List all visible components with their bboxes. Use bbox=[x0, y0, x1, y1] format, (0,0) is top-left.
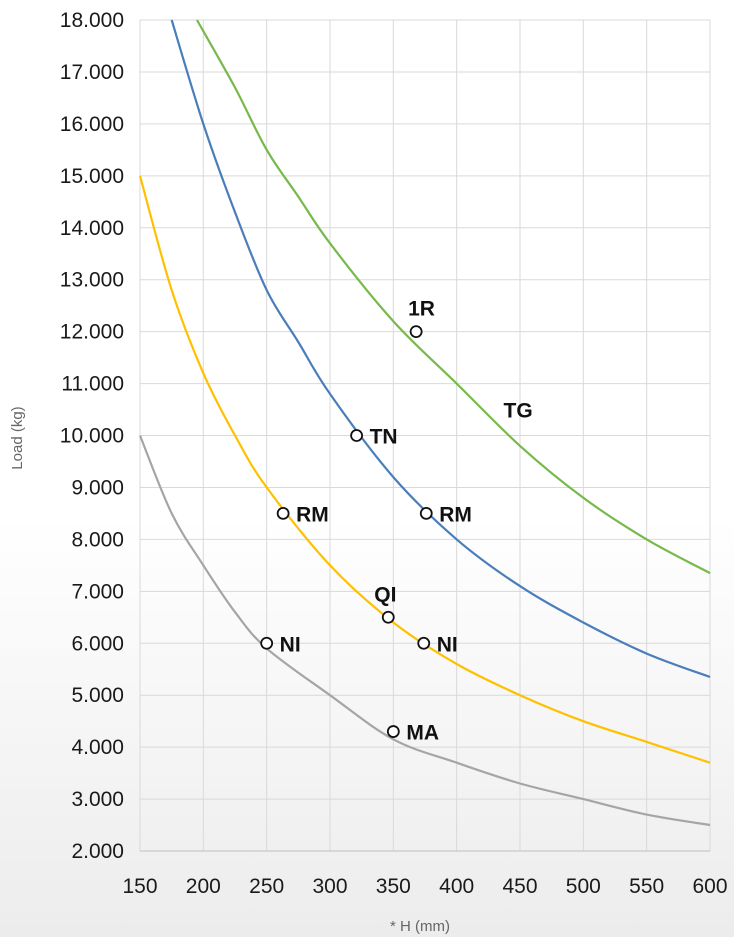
x-tick-label: 200 bbox=[186, 875, 221, 898]
data-point-marker bbox=[381, 610, 395, 624]
y-tick-label: 11.000 bbox=[61, 373, 124, 396]
data-point-marker bbox=[386, 725, 400, 738]
y-tick-label: 17.000 bbox=[60, 61, 124, 84]
data-point-label: 1R bbox=[408, 298, 435, 321]
x-tick-label: 300 bbox=[312, 875, 347, 898]
y-tick-label: 9.000 bbox=[71, 476, 124, 499]
x-axis-ticks: 150 200 250 300 350 400 450 500 550 600 bbox=[122, 875, 727, 898]
series-annotation-label: TG bbox=[504, 400, 533, 423]
x-axis-title: * H (mm) bbox=[390, 918, 450, 935]
data-point-marker bbox=[409, 325, 423, 339]
data-point-marker bbox=[419, 507, 433, 520]
y-tick-label: 18.000 bbox=[60, 9, 124, 32]
series-lines bbox=[138, 19, 711, 827]
data-point-label: RM bbox=[439, 503, 472, 526]
y-tick-label: 16.000 bbox=[60, 113, 124, 136]
y-tick-label: 8.000 bbox=[71, 528, 124, 551]
series-line-2 bbox=[170, 19, 711, 679]
series-line-1 bbox=[138, 175, 711, 764]
y-tick-label: 2.000 bbox=[71, 840, 124, 863]
data-point-marker bbox=[276, 507, 290, 520]
series-line-3 bbox=[196, 19, 711, 575]
x-tick-label: 550 bbox=[629, 875, 664, 898]
y-tick-label: 15.000 bbox=[60, 165, 124, 188]
y-tick-label: 10.000 bbox=[60, 425, 124, 448]
x-tick-label: 400 bbox=[439, 875, 474, 898]
data-point-marker bbox=[417, 636, 431, 650]
data-point-label: NI bbox=[437, 633, 458, 656]
series-line-0 bbox=[138, 435, 711, 827]
y-tick-label: 13.000 bbox=[60, 269, 124, 292]
x-tick-label: 250 bbox=[249, 875, 284, 898]
y-tick-label: 12.000 bbox=[60, 321, 124, 344]
y-tick-label: 4.000 bbox=[71, 736, 124, 759]
data-point-label: QI bbox=[374, 583, 396, 606]
y-tick-label: 5.000 bbox=[71, 684, 124, 707]
y-axis-title: Load (kg) bbox=[9, 406, 26, 469]
data-point-marker bbox=[350, 429, 364, 442]
y-tick-label: 6.000 bbox=[71, 632, 124, 655]
y-tick-label: 14.000 bbox=[60, 217, 124, 240]
data-point-label: RM bbox=[296, 503, 329, 526]
x-tick-label: 450 bbox=[502, 875, 537, 898]
x-tick-label: 350 bbox=[376, 875, 411, 898]
data-point-label: MA bbox=[406, 722, 439, 745]
x-tick-label: 600 bbox=[692, 875, 727, 898]
data-point-label: NI bbox=[280, 633, 301, 656]
y-tick-label: 3.000 bbox=[71, 788, 124, 811]
y-tick-label: 7.000 bbox=[71, 580, 124, 603]
data-point-label: TN bbox=[370, 426, 398, 449]
data-points: 1R TN RM RM QI NI NI MA TG bbox=[260, 298, 533, 745]
data-point-marker bbox=[260, 636, 274, 650]
x-tick-label: 500 bbox=[566, 875, 601, 898]
y-axis-ticks: 2.000 3.000 4.000 5.000 6.000 7.000 8.000 9.000… bbox=[60, 9, 124, 863]
x-tick-label: 150 bbox=[122, 875, 157, 898]
